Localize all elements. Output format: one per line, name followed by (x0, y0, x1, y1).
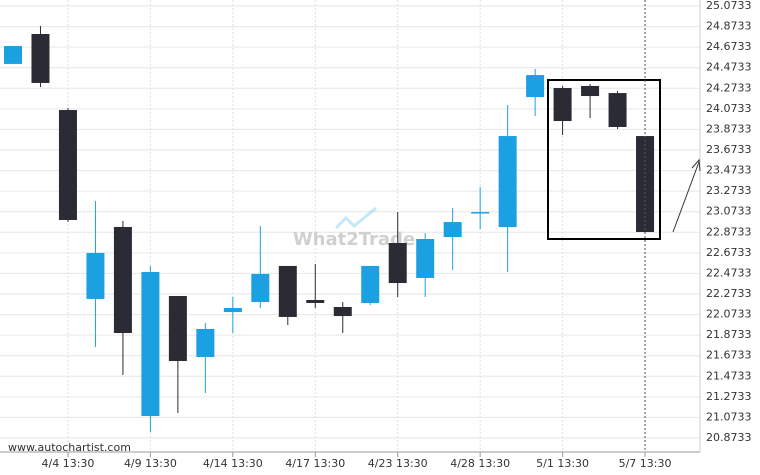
forecast-arrow (672, 161, 700, 233)
y-tick-label: 24.0733 (706, 102, 752, 115)
y-tick-label: 24.8733 (706, 20, 752, 33)
y-tick-label: 24.6733 (706, 40, 752, 53)
x-tick-label: 4/17 13:30 (285, 457, 345, 470)
y-tick-label: 24.2733 (706, 81, 752, 94)
y-tick-label: 25.0733 (706, 0, 752, 12)
x-tick-label: 4/28 13:30 (450, 457, 510, 470)
y-tick-label: 21.4733 (706, 369, 752, 382)
candle-body (31, 34, 50, 83)
y-tick-label: 21.0733 (706, 410, 752, 423)
candle-body (581, 85, 600, 97)
y-tick-label: 22.8733 (706, 225, 752, 238)
y-tick-label: 22.4733 (706, 266, 752, 279)
y-tick-label: 23.4733 (706, 164, 752, 177)
x-tick-label: 4/4 13:30 (42, 457, 95, 470)
watermark: What2Trade (293, 229, 415, 250)
x-tick-label: 4/9 13:30 (124, 457, 177, 470)
candle-body (86, 252, 105, 299)
y-tick-label: 24.4733 (706, 61, 752, 74)
y-tick-label: 22.0733 (706, 308, 752, 321)
x-tick-label: 5/7 13:30 (619, 457, 672, 470)
candle-body (333, 306, 352, 317)
candle-body (471, 212, 490, 214)
x-tick-label: 4/14 13:30 (203, 457, 263, 470)
candle-body (113, 226, 132, 334)
x-tick-label: 4/23 13:30 (368, 457, 428, 470)
y-tick-label: 23.8733 (706, 122, 752, 135)
candle-body (58, 110, 77, 220)
y-tick-label: 22.6733 (706, 246, 752, 259)
y-tick-label: 20.8733 (706, 431, 752, 444)
y-tick-label: 21.8733 (706, 328, 752, 341)
arrow-head (691, 158, 701, 172)
y-tick-label: 21.2733 (706, 390, 752, 403)
candle-body (416, 239, 435, 278)
watermark-logo (334, 206, 377, 230)
pattern-box (547, 79, 661, 240)
candle-body (196, 329, 215, 357)
candle-body (526, 75, 545, 98)
source: www.autochartist.com (8, 441, 131, 454)
y-tick-label: 23.6733 (706, 143, 752, 156)
candle-body (361, 265, 380, 303)
candle-body (141, 272, 160, 417)
candle-body (278, 265, 297, 317)
candle-body (251, 273, 270, 303)
candle-body (223, 308, 242, 313)
candle-body (608, 93, 627, 127)
y-tick-label: 23.2733 (706, 184, 752, 197)
candle-body (306, 299, 325, 303)
y-tick-label: 21.6733 (706, 349, 752, 362)
candle-body (443, 222, 462, 238)
candle-body (553, 88, 572, 122)
candle-body (498, 136, 517, 228)
candle-body (4, 46, 22, 64)
y-tick-label: 23.0733 (706, 205, 752, 218)
y-tick-label: 22.2733 (706, 287, 752, 300)
candle-body (168, 295, 187, 361)
candle-body (388, 243, 407, 284)
x-tick-label: 5/1 13:30 (536, 457, 589, 470)
